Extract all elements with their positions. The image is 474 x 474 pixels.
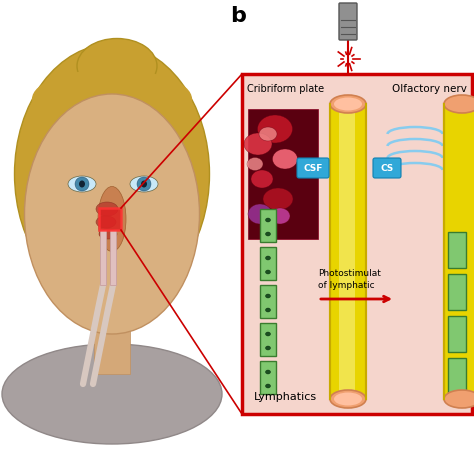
Ellipse shape <box>265 332 271 336</box>
Ellipse shape <box>248 204 272 224</box>
Ellipse shape <box>444 95 474 113</box>
Bar <box>260 285 276 318</box>
Ellipse shape <box>263 188 293 210</box>
FancyBboxPatch shape <box>297 158 329 178</box>
Bar <box>260 247 276 280</box>
Ellipse shape <box>265 308 271 312</box>
Ellipse shape <box>257 115 292 143</box>
Ellipse shape <box>79 181 85 188</box>
Bar <box>448 358 466 394</box>
Ellipse shape <box>130 176 158 192</box>
Bar <box>100 230 106 285</box>
FancyBboxPatch shape <box>339 3 357 40</box>
Bar <box>330 104 366 399</box>
Ellipse shape <box>99 229 117 239</box>
Ellipse shape <box>77 38 157 93</box>
Ellipse shape <box>270 208 290 224</box>
Text: Photostimulat: Photostimulat <box>318 270 381 279</box>
Bar <box>448 232 466 268</box>
Ellipse shape <box>2 344 222 444</box>
Ellipse shape <box>273 149 298 169</box>
Ellipse shape <box>68 176 96 192</box>
Ellipse shape <box>247 157 263 171</box>
Ellipse shape <box>265 256 271 260</box>
Bar <box>94 294 130 374</box>
Bar <box>110 230 116 285</box>
Ellipse shape <box>259 127 277 141</box>
Ellipse shape <box>98 186 126 252</box>
Ellipse shape <box>96 216 116 228</box>
Ellipse shape <box>32 69 192 129</box>
Ellipse shape <box>25 94 200 334</box>
Ellipse shape <box>330 390 366 408</box>
Text: CS: CS <box>380 164 393 173</box>
Ellipse shape <box>251 170 273 188</box>
Text: Lymphatics: Lymphatics <box>254 392 317 402</box>
Ellipse shape <box>334 392 362 405</box>
Ellipse shape <box>265 232 271 236</box>
Ellipse shape <box>265 346 271 350</box>
Ellipse shape <box>96 202 118 216</box>
Ellipse shape <box>265 370 271 374</box>
Bar <box>260 323 276 356</box>
Bar <box>248 109 318 239</box>
Ellipse shape <box>265 270 271 274</box>
Ellipse shape <box>265 218 271 222</box>
Bar <box>339 104 355 399</box>
Bar <box>99 208 121 230</box>
FancyBboxPatch shape <box>373 158 401 178</box>
Ellipse shape <box>141 181 147 188</box>
Bar <box>260 209 276 242</box>
Text: Olfactory nerv: Olfactory nerv <box>392 84 467 94</box>
Ellipse shape <box>137 177 151 191</box>
Bar <box>448 316 466 352</box>
Text: b: b <box>230 6 246 26</box>
Ellipse shape <box>75 177 89 191</box>
Ellipse shape <box>334 98 362 110</box>
Bar <box>260 361 276 394</box>
Bar <box>242 74 472 414</box>
Ellipse shape <box>444 390 474 408</box>
Text: Cribriform plate: Cribriform plate <box>247 84 324 94</box>
Text: CSF: CSF <box>303 164 323 173</box>
Text: of lymphatic: of lymphatic <box>318 281 374 290</box>
Ellipse shape <box>244 133 272 155</box>
Ellipse shape <box>265 384 271 388</box>
Ellipse shape <box>330 95 366 113</box>
Bar <box>448 274 466 310</box>
Ellipse shape <box>265 294 271 298</box>
Ellipse shape <box>15 44 210 304</box>
Bar <box>444 104 474 399</box>
